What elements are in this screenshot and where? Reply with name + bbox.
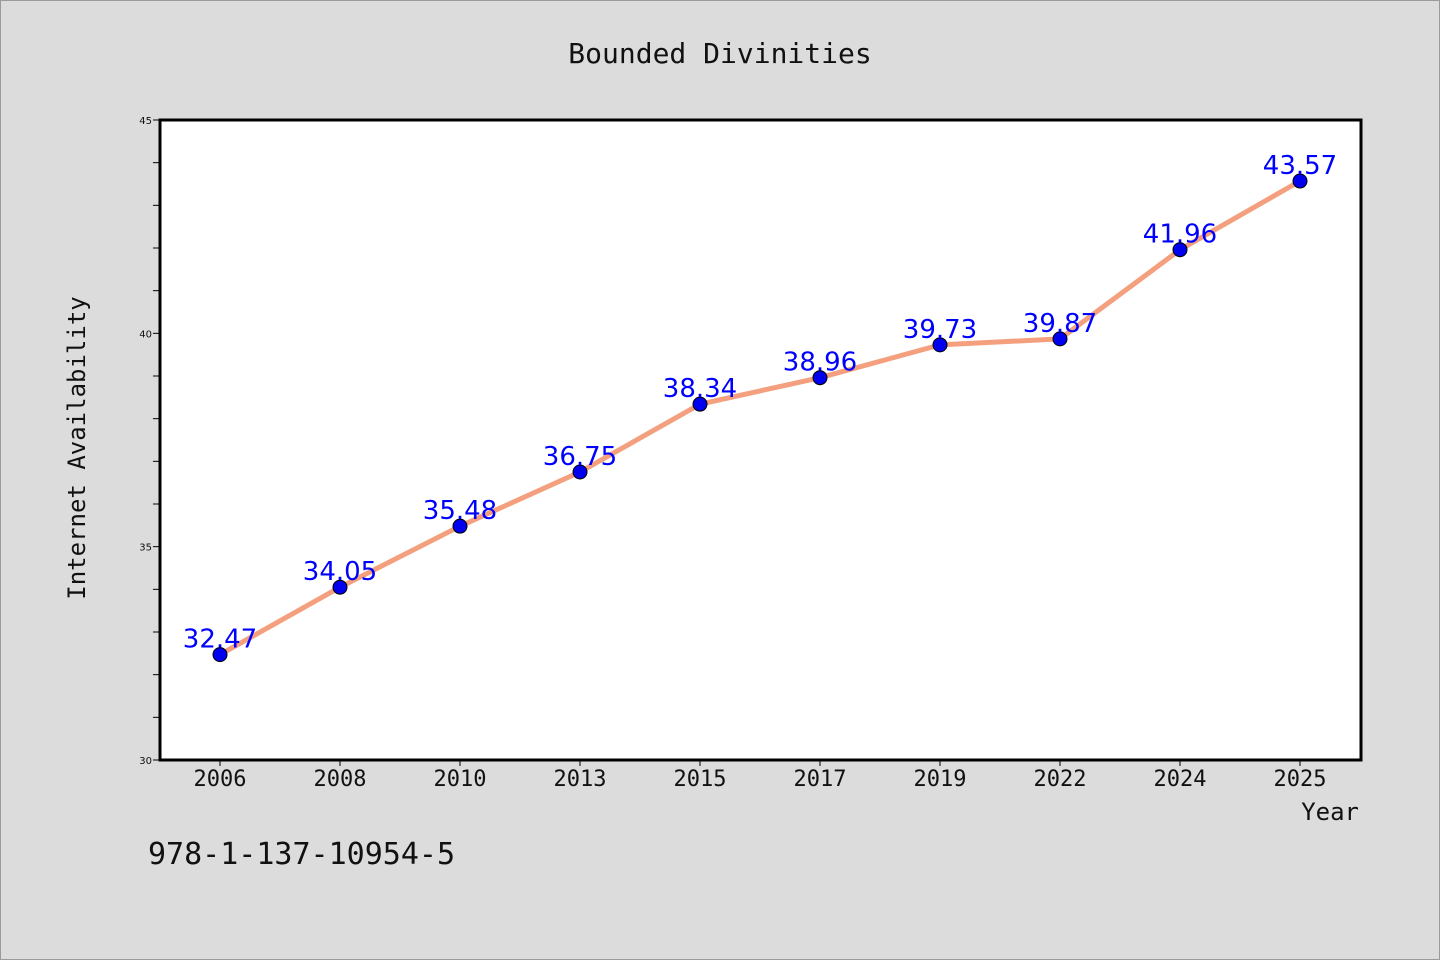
data-label: 38.34 [663,374,737,404]
x-tick-label: 2010 [434,767,487,792]
isbn-annotation: 978-1-137-10954-5 [148,837,455,872]
x-tick-label: 2019 [914,767,967,792]
data-label: 36.75 [543,442,617,472]
data-label: 39.87 [1023,309,1097,339]
x-tick-label: 2013 [554,767,607,792]
x-tick-label: 2025 [1274,767,1327,792]
x-axis: 2006 2008 2010 2013 2015 2017 2019 2022 2024 2025 [194,760,1327,792]
x-tick-label: 2017 [794,767,847,792]
data-point [572,464,588,480]
data-label: 35.48 [423,496,497,526]
data-label: 38.96 [783,348,857,378]
chart-title: Bounded Divinities [568,37,871,70]
x-tick-label: 2008 [314,767,367,792]
x-tick-label: 2006 [194,767,247,792]
y-axis: 30 35 40 45 [139,116,160,767]
data-point [452,518,468,534]
data-point [1172,242,1188,258]
data-point [812,370,828,386]
data-point [332,579,348,595]
data-label: 32.47 [183,625,257,655]
x-tick-label: 2024 [1154,767,1207,792]
series-1: 32.47 34.05 35.48 36.75 38.34 38.96 39.73 39.87… [183,151,1337,663]
data-point [212,647,228,663]
data-point [1292,173,1308,189]
x-tick-label: 2022 [1034,767,1087,792]
data-point [1052,331,1068,347]
data-label: 41.96 [1143,220,1217,250]
y-tick-label: 45 [139,116,152,127]
x-axis-label: Year [1301,798,1359,826]
y-tick-label: 35 [139,543,152,554]
series-line [217,178,1303,658]
data-label: 43.57 [1263,151,1337,181]
plot-area [158,118,1363,762]
data-label: 39.73 [903,315,977,345]
data-point [932,337,948,353]
data-point [692,396,708,412]
y-tick-label: 30 [139,756,152,767]
x-tick-label: 2015 [674,767,727,792]
y-tick-label: 40 [139,329,152,340]
y-axis-label: Internet Availability [63,296,91,599]
data-label: 34.05 [303,557,377,587]
